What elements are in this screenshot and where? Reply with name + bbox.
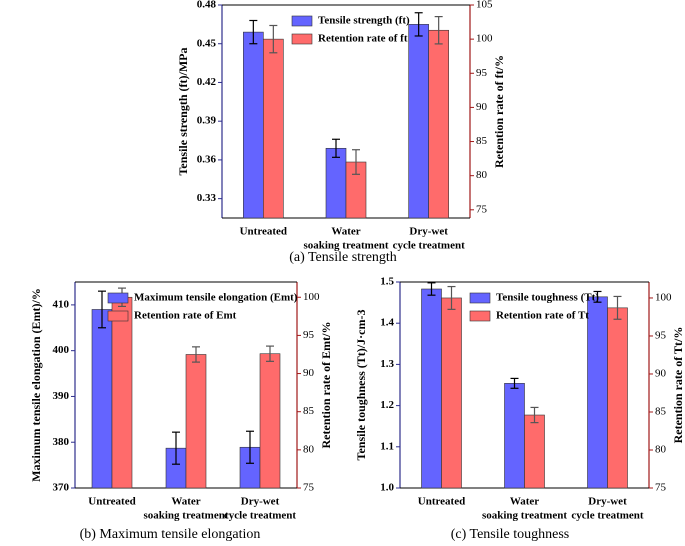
y2-tick-label: 90	[476, 101, 488, 113]
y-tick-label: 1.0	[380, 482, 394, 494]
bar	[185, 354, 207, 489]
y2-axis-label: Retention rate of ft/%	[492, 55, 506, 168]
y2-tick-label: 85	[476, 135, 488, 147]
y-tick-label: 380	[53, 436, 70, 448]
legend-swatch	[291, 15, 313, 27]
y-tick-label: 0.33	[197, 192, 217, 204]
y2-tick-label: 100	[303, 291, 320, 303]
caption: (b) Maximum tensile elongation	[80, 527, 261, 542]
y-tick-label: 1.5	[380, 276, 394, 288]
x-tick-label: Water	[510, 496, 539, 508]
x-tick-label: Dry-wet	[241, 496, 280, 508]
legend-label: Tensile toughness (Tt)	[496, 292, 599, 304]
y2-tick-label: 80	[303, 443, 315, 455]
legend-swatch	[469, 292, 491, 304]
x-tick-label: Untreated	[418, 496, 465, 508]
x-tick-label: cycle treatment	[393, 240, 466, 252]
bar	[408, 24, 429, 219]
y2-axis-label: Retention rate of Emt/%	[319, 322, 333, 449]
legend-swatch	[469, 310, 491, 322]
y2-tick-label: 85	[303, 405, 315, 417]
legend-label: Retention rate of Emt	[134, 310, 237, 322]
y2-tick-label: 75	[476, 203, 488, 215]
y2-tick-label: 80	[655, 444, 667, 456]
legend-label: Tensile strength (ft)	[318, 15, 410, 27]
legend-swatch	[107, 292, 129, 304]
bar	[91, 309, 113, 489]
y2-tick-label: 75	[303, 482, 315, 494]
y-axis-label: Tensile strength (ft)/MPa	[176, 48, 190, 176]
y-tick-label: 1.2	[380, 399, 394, 411]
y2-tick-label: 105	[476, 0, 493, 11]
x-tick-label: cycle treatment	[571, 510, 644, 522]
y-tick-label: 1.4	[380, 317, 394, 329]
y-tick-label: 0.39	[197, 115, 217, 127]
y2-tick-label: 75	[655, 482, 667, 494]
bar	[607, 307, 628, 489]
x-tick-label: Water	[331, 226, 360, 238]
y-axis-label: Tensile toughness (Tt)/J·cm-3	[354, 310, 368, 461]
legend-swatch	[107, 310, 129, 322]
bar	[259, 353, 281, 489]
y-tick-label: 0.42	[197, 76, 217, 88]
y2-tick-label: 100	[476, 33, 493, 45]
y2-tick-label: 90	[303, 367, 315, 379]
y2-tick-label: 95	[303, 329, 315, 341]
x-tick-label: soaking treatment	[143, 510, 228, 522]
legend-label: Retention rate of Tt	[496, 310, 589, 322]
y2-tick-label: 100	[655, 291, 672, 303]
bar	[441, 297, 462, 489]
x-tick-label: soaking treatment	[482, 510, 567, 522]
bar	[111, 296, 133, 489]
y2-tick-label: 95	[476, 67, 488, 79]
x-tick-label: Water	[171, 496, 200, 508]
bar	[428, 29, 449, 219]
y2-axis-label: Retention rate of Tt/%	[671, 327, 685, 444]
bar	[587, 296, 608, 489]
caption: (c) Tensile toughness	[451, 527, 570, 542]
x-tick-label: Dry-wet	[588, 496, 627, 508]
legend-label: Retention rate of ft	[318, 33, 408, 45]
y-tick-label: 390	[53, 390, 70, 402]
y-tick-label: 0.48	[197, 0, 217, 11]
y-tick-label: 370	[53, 482, 70, 494]
y2-tick-label: 95	[655, 330, 667, 342]
bar	[504, 383, 525, 489]
caption: (a) Tensile strength	[289, 250, 397, 265]
y2-tick-label: 85	[655, 406, 667, 418]
legend-label: Maximum tensile elongation (Emt)	[134, 292, 298, 304]
y2-tick-label: 80	[476, 169, 488, 181]
y-axis-label: Maximum tensile elongation (Emt)/%	[29, 288, 43, 482]
y-tick-label: 1.1	[380, 440, 394, 452]
bar	[263, 38, 284, 219]
x-tick-label: cycle treatment	[224, 510, 297, 522]
y-tick-label: 0.36	[197, 153, 217, 165]
bar	[524, 414, 545, 489]
x-tick-label: Dry-wet	[409, 226, 448, 238]
bar	[421, 288, 442, 489]
x-tick-label: soaking treatment	[303, 240, 388, 252]
y-tick-label: 0.45	[197, 37, 217, 49]
y2-tick-label: 90	[655, 368, 667, 380]
y-tick-label: 1.3	[380, 358, 394, 370]
y-tick-label: 410	[53, 298, 70, 310]
bar	[325, 147, 347, 219]
legend-swatch	[291, 33, 313, 45]
y-tick-label: 400	[53, 344, 70, 356]
x-tick-label: Untreated	[88, 496, 135, 508]
x-tick-label: Untreated	[240, 226, 287, 238]
bar	[243, 31, 264, 219]
